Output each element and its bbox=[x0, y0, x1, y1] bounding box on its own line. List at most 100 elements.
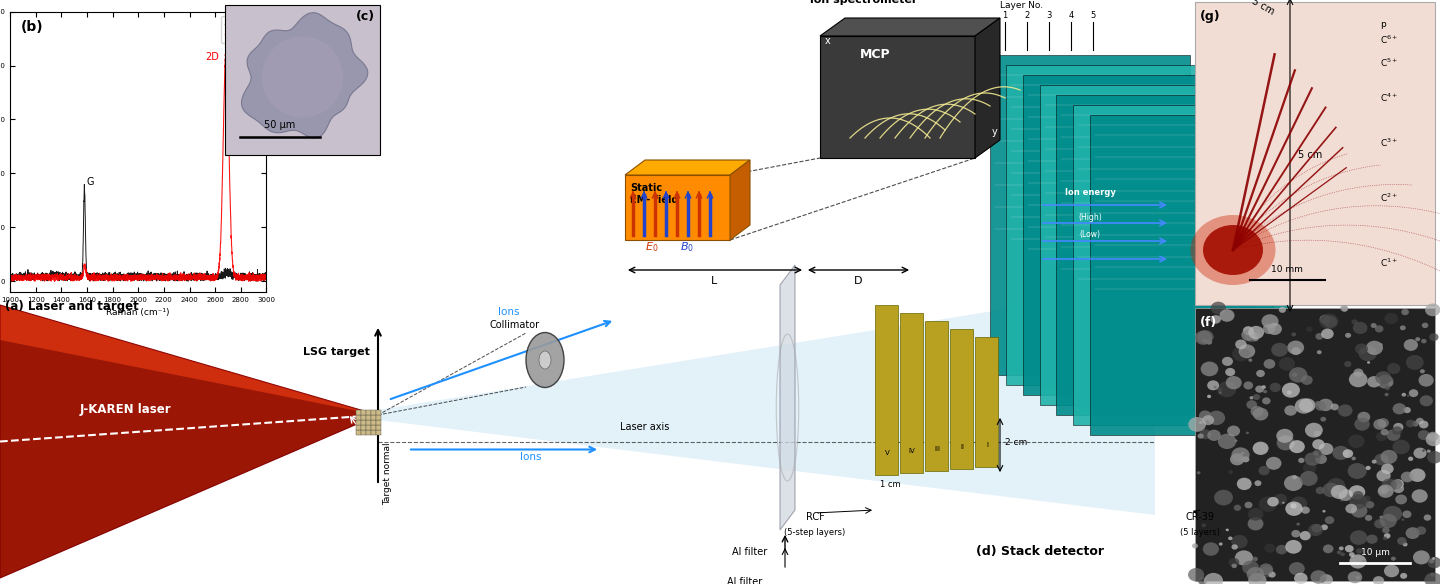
Ellipse shape bbox=[1211, 302, 1225, 314]
Text: 5 cm: 5 cm bbox=[1297, 150, 1322, 160]
Ellipse shape bbox=[1381, 478, 1397, 492]
Ellipse shape bbox=[1392, 403, 1405, 415]
Ellipse shape bbox=[1405, 527, 1420, 539]
Ellipse shape bbox=[1410, 468, 1426, 482]
Ellipse shape bbox=[1297, 458, 1305, 463]
Ellipse shape bbox=[1319, 314, 1338, 329]
Ellipse shape bbox=[1277, 436, 1295, 450]
Ellipse shape bbox=[1287, 390, 1292, 394]
Ellipse shape bbox=[1192, 543, 1198, 548]
Ellipse shape bbox=[1207, 380, 1220, 390]
Ellipse shape bbox=[1381, 450, 1397, 464]
Ellipse shape bbox=[526, 332, 564, 388]
Ellipse shape bbox=[1387, 429, 1401, 441]
Ellipse shape bbox=[1284, 405, 1297, 416]
Ellipse shape bbox=[1290, 496, 1308, 510]
Ellipse shape bbox=[1191, 215, 1276, 285]
Ellipse shape bbox=[1248, 508, 1263, 521]
Text: 10 μm: 10 μm bbox=[1361, 548, 1390, 557]
Ellipse shape bbox=[1401, 519, 1404, 521]
Ellipse shape bbox=[1336, 551, 1341, 554]
Ellipse shape bbox=[1233, 346, 1250, 361]
Ellipse shape bbox=[1320, 417, 1326, 422]
Bar bbox=[366, 425, 372, 430]
Ellipse shape bbox=[1365, 466, 1371, 470]
Ellipse shape bbox=[1371, 323, 1377, 328]
Bar bbox=[225, 5, 380, 155]
Ellipse shape bbox=[1256, 370, 1264, 377]
Bar bbox=[366, 420, 372, 425]
Ellipse shape bbox=[1400, 325, 1405, 331]
Ellipse shape bbox=[1227, 426, 1240, 436]
Ellipse shape bbox=[1289, 562, 1305, 575]
Ellipse shape bbox=[1260, 566, 1273, 578]
Ellipse shape bbox=[1236, 550, 1253, 565]
Text: $B_0$: $B_0$ bbox=[680, 240, 694, 254]
Ellipse shape bbox=[1305, 453, 1320, 465]
Polygon shape bbox=[819, 36, 975, 158]
Text: III: III bbox=[935, 446, 940, 452]
Text: 2 cm: 2 cm bbox=[1005, 438, 1027, 447]
Ellipse shape bbox=[1392, 484, 1404, 493]
Ellipse shape bbox=[1246, 332, 1257, 342]
Ellipse shape bbox=[1364, 496, 1371, 502]
Ellipse shape bbox=[1238, 345, 1256, 358]
Ellipse shape bbox=[1342, 307, 1348, 312]
Ellipse shape bbox=[1349, 530, 1368, 545]
Ellipse shape bbox=[1369, 352, 1372, 354]
Ellipse shape bbox=[1382, 527, 1390, 533]
Text: Al filter: Al filter bbox=[727, 577, 763, 584]
Ellipse shape bbox=[1267, 323, 1282, 335]
Bar bbox=[372, 425, 376, 430]
Ellipse shape bbox=[1284, 475, 1303, 491]
Ellipse shape bbox=[1250, 406, 1264, 417]
Polygon shape bbox=[1090, 115, 1290, 435]
Ellipse shape bbox=[1201, 523, 1207, 527]
Bar bbox=[366, 415, 372, 420]
Ellipse shape bbox=[1323, 316, 1338, 328]
Ellipse shape bbox=[1426, 304, 1440, 317]
Polygon shape bbox=[377, 285, 1155, 515]
Text: y: y bbox=[992, 127, 998, 137]
Ellipse shape bbox=[1214, 490, 1233, 505]
Text: (a) Laser and target: (a) Laser and target bbox=[4, 300, 138, 313]
Bar bbox=[376, 430, 382, 435]
Text: II: II bbox=[960, 444, 963, 450]
Ellipse shape bbox=[1240, 349, 1250, 357]
Ellipse shape bbox=[1361, 559, 1367, 565]
Text: CR-39: CR-39 bbox=[1185, 512, 1214, 522]
Ellipse shape bbox=[1300, 471, 1318, 486]
Text: Layer No.: Layer No. bbox=[999, 1, 1043, 10]
Polygon shape bbox=[242, 13, 367, 138]
Ellipse shape bbox=[1274, 493, 1287, 505]
Ellipse shape bbox=[1325, 516, 1335, 524]
Ellipse shape bbox=[1253, 408, 1269, 420]
Ellipse shape bbox=[1365, 501, 1374, 509]
Ellipse shape bbox=[1420, 369, 1426, 373]
Polygon shape bbox=[1056, 95, 1256, 415]
Ellipse shape bbox=[1217, 381, 1237, 397]
Ellipse shape bbox=[1339, 489, 1352, 501]
Ellipse shape bbox=[1290, 503, 1296, 509]
Ellipse shape bbox=[1236, 339, 1247, 349]
Text: D: D bbox=[854, 276, 863, 286]
Ellipse shape bbox=[1372, 460, 1377, 464]
Ellipse shape bbox=[1230, 453, 1244, 465]
X-axis label: Raman (cm⁻¹): Raman (cm⁻¹) bbox=[107, 308, 170, 318]
Text: 3: 3 bbox=[1047, 11, 1051, 20]
Ellipse shape bbox=[1385, 460, 1392, 465]
Ellipse shape bbox=[1241, 452, 1244, 454]
Text: V: V bbox=[884, 450, 890, 456]
Ellipse shape bbox=[1401, 393, 1407, 397]
Ellipse shape bbox=[1312, 450, 1322, 458]
Ellipse shape bbox=[1243, 561, 1259, 575]
Ellipse shape bbox=[1416, 526, 1426, 535]
Ellipse shape bbox=[1254, 480, 1261, 486]
Ellipse shape bbox=[1188, 568, 1204, 582]
Ellipse shape bbox=[1225, 368, 1236, 376]
Ellipse shape bbox=[1404, 407, 1411, 413]
Ellipse shape bbox=[1197, 471, 1201, 474]
Ellipse shape bbox=[1207, 395, 1211, 398]
Polygon shape bbox=[625, 160, 750, 175]
Text: G: G bbox=[86, 178, 95, 187]
